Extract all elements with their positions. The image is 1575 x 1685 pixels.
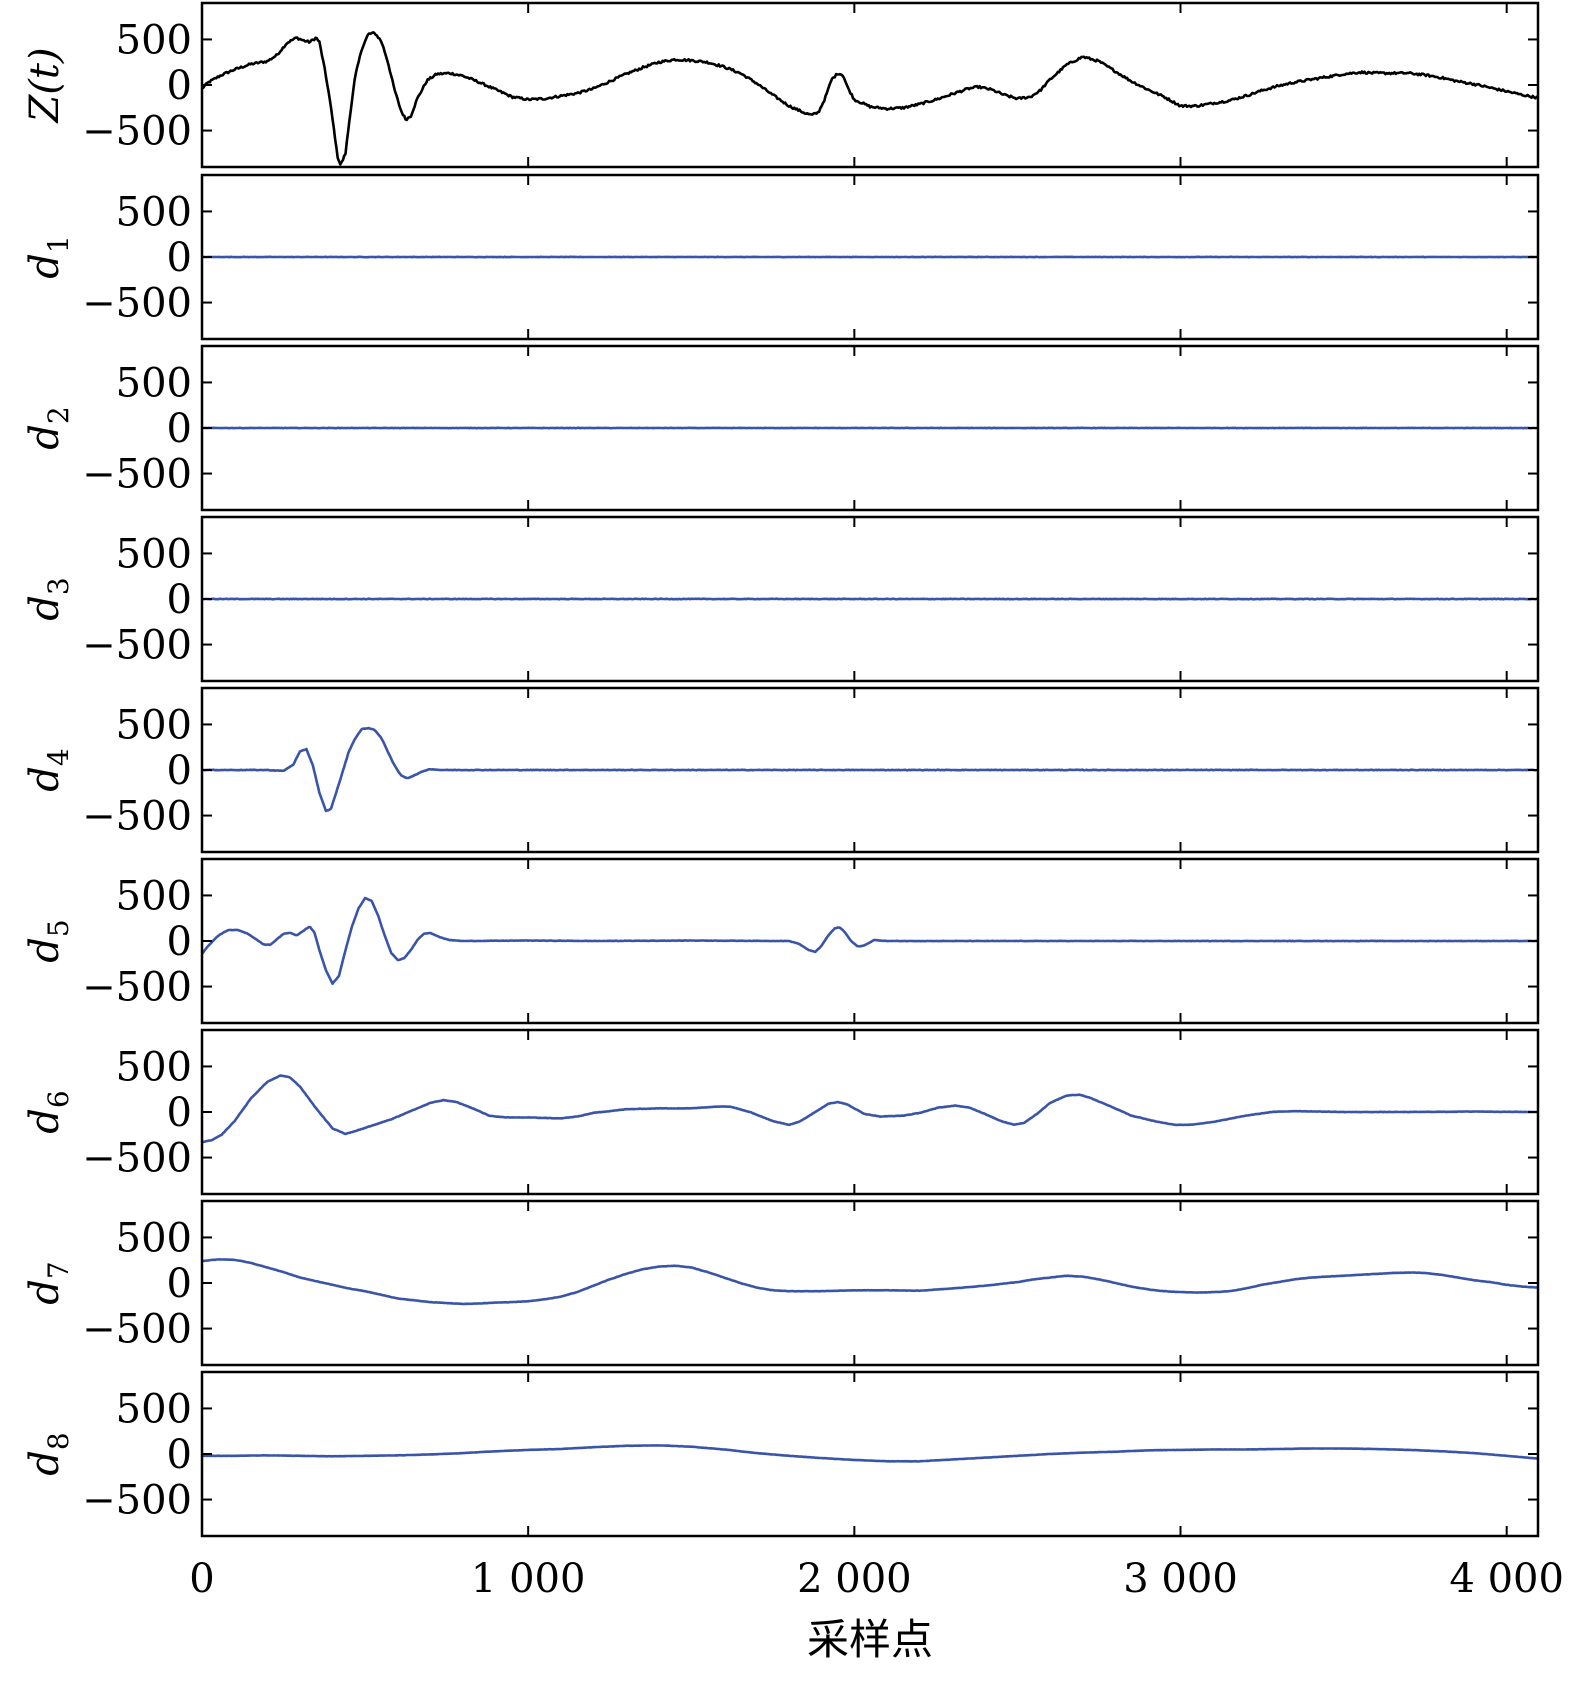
y-axis-label: d2 — [22, 406, 75, 449]
series-line — [202, 31, 1538, 166]
x-tick-label: 0 — [189, 1556, 214, 1602]
plot-frame — [200, 1, 1540, 169]
y-axis-label: d7 — [22, 1261, 75, 1304]
plot-frame — [200, 1199, 1540, 1367]
y-tick-label: −500 — [82, 1478, 192, 1524]
x-tick-label: 2 000 — [797, 1556, 912, 1602]
y-tick-label: 0 — [167, 1090, 192, 1136]
y-tick-label: 0 — [167, 577, 192, 623]
y-tick-label: 500 — [116, 360, 192, 406]
y-axis-label: d1 — [22, 235, 75, 278]
y-tick-label: 0 — [167, 748, 192, 794]
y-axis-label: d6 — [22, 1090, 75, 1133]
y-tick-label: −500 — [82, 623, 192, 669]
y-tick-label: 500 — [116, 1215, 192, 1261]
subplot-panels: −5000500Z(t)−5000500d1−5000500d2−5000500… — [22, 1, 1540, 1538]
series-line — [202, 1444, 1538, 1463]
y-tick-label: −500 — [82, 965, 192, 1011]
y-tick-label: −500 — [82, 794, 192, 840]
y-tick-label: 500 — [116, 531, 192, 577]
y-tick-label: −500 — [82, 1136, 192, 1182]
series-line — [202, 597, 1538, 601]
series-line — [202, 726, 1538, 813]
y-tick-label: 500 — [116, 189, 192, 235]
y-tick-label: −500 — [82, 452, 192, 498]
y-tick-label: 0 — [167, 406, 192, 452]
x-tick-label: 3 000 — [1123, 1556, 1238, 1602]
y-axis-label: d3 — [22, 577, 75, 620]
x-axis-label: 采样点 — [807, 1615, 933, 1664]
y-tick-label: 0 — [167, 63, 192, 109]
x-tick-label: 4 000 — [1449, 1556, 1564, 1602]
y-tick-label: 0 — [167, 1261, 192, 1307]
y-tick-label: 0 — [167, 235, 192, 281]
x-tick-label: 1 000 — [471, 1556, 586, 1602]
series-line — [202, 1074, 1538, 1144]
y-tick-label: −500 — [82, 281, 192, 327]
y-tick-label: 0 — [167, 919, 192, 965]
series-line — [202, 896, 1538, 985]
y-axis-label: Z(t) — [22, 47, 68, 124]
y-tick-label: 500 — [116, 702, 192, 748]
x-tick-labels: 0 1 000 2 000 3 000 4 000 — [189, 1556, 1564, 1602]
y-axis-label: d4 — [22, 748, 75, 791]
y-axis-label: d5 — [22, 919, 75, 962]
series-line — [202, 1258, 1538, 1306]
y-tick-label: 500 — [116, 873, 192, 919]
y-axis-label: d8 — [22, 1432, 75, 1475]
y-tick-label: 500 — [116, 17, 192, 63]
y-tick-label: −500 — [82, 109, 192, 155]
y-tick-label: 500 — [116, 1386, 192, 1432]
y-tick-label: −500 — [82, 1307, 192, 1353]
y-tick-label: 500 — [116, 1044, 192, 1090]
y-tick-label: 0 — [167, 1432, 192, 1478]
